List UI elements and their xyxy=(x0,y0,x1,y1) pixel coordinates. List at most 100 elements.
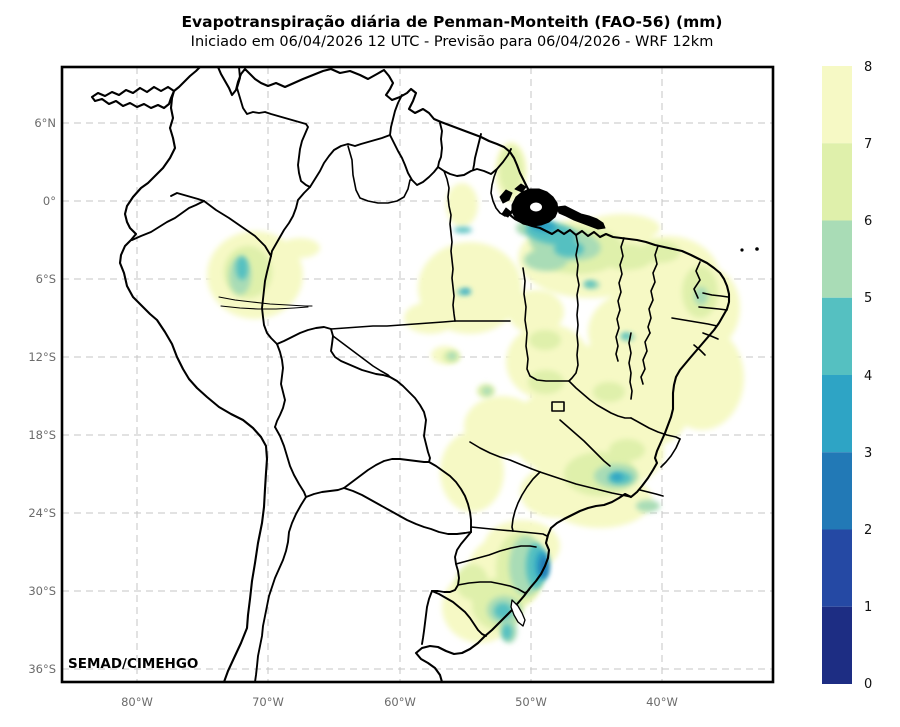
state-border-bahia-minas xyxy=(630,417,681,440)
lat-tick-6s: 6°S xyxy=(36,272,56,286)
field-blob xyxy=(404,302,456,334)
amazon-river-line-2 xyxy=(220,305,309,310)
lat-tick-0: 0° xyxy=(43,194,56,208)
border-suriname-guiana xyxy=(472,133,482,171)
offshore-island-dot xyxy=(755,247,759,251)
page-title: Evapotranspiração diária de Penman-Monte… xyxy=(181,13,722,31)
lat-tick-6n: 6°N xyxy=(34,116,56,130)
field-blob xyxy=(528,370,564,394)
state-border-minas-saopaulo xyxy=(539,471,632,498)
coastline-atlantic xyxy=(217,68,731,681)
lon-tick-80w: 80°W xyxy=(121,695,153,709)
field-blob xyxy=(584,281,596,287)
border-brazil-argentina xyxy=(431,531,472,593)
colorbar-tick-6: 6 xyxy=(864,214,872,229)
colorbar-segment xyxy=(822,606,852,684)
field-blob xyxy=(593,382,625,402)
state-border-amazonas-para xyxy=(443,170,456,322)
state-border-distrito-federal xyxy=(551,401,565,412)
border-colombia-venezuela xyxy=(236,68,311,188)
field-blob xyxy=(640,241,680,263)
state-border-sergipe xyxy=(693,344,706,356)
border-guyana-suriname xyxy=(437,122,443,168)
colorbar-tick-8: 8 xyxy=(864,60,872,75)
colorbar-tick-3: 3 xyxy=(864,446,872,461)
field-blob xyxy=(524,249,568,271)
state-border-ne-3 xyxy=(698,306,728,311)
border-venezuela-guyana xyxy=(389,94,403,136)
colorbar-segment xyxy=(822,375,852,453)
field-blob xyxy=(508,290,564,334)
field-blob xyxy=(529,330,561,350)
colorbar: 8 7 6 5 4 3 2 1 0 xyxy=(822,60,872,692)
field-blob xyxy=(446,183,478,227)
field-blob xyxy=(611,473,623,481)
state-border-piaui-bahia xyxy=(640,332,651,385)
delta-islet-nw xyxy=(499,189,513,204)
coastline-panama xyxy=(90,85,176,110)
colorbar-segment xyxy=(822,143,852,221)
border-colombia-peru xyxy=(203,200,272,257)
border-venezuela-brazil xyxy=(309,134,391,188)
lat-tick-18s: 18°S xyxy=(28,428,56,442)
watermark-label: SEMAD/CIMEHGO xyxy=(68,656,198,672)
field-blob xyxy=(236,256,248,280)
lon-axis: 80°W 70°W 60°W 50°W 40°W xyxy=(121,695,678,709)
colorbar-segment xyxy=(822,66,852,144)
colorbar-segment xyxy=(822,452,852,530)
field-blob xyxy=(280,238,320,258)
border-brazil-paraguay xyxy=(428,461,472,533)
state-border-tocantins-goias xyxy=(568,380,632,419)
state-border-maranhao-piaui xyxy=(615,237,625,362)
lon-tick-70w: 70°W xyxy=(252,695,284,709)
field-blob xyxy=(462,289,470,293)
page-subtitle: Iniciado em 06/04/2026 12 UTC - Previsão… xyxy=(191,34,714,50)
amazon-delta-islands xyxy=(499,183,606,230)
state-border-matogrossodosul-west xyxy=(511,471,541,532)
field-blob xyxy=(454,227,472,233)
colorbar-tick-0: 0 xyxy=(864,677,872,692)
state-border-amazonas-south xyxy=(330,320,456,330)
lat-axis: 6°N 0° 6°S 12°S 18°S 24°S 30°S 36°S xyxy=(28,116,56,676)
offshore-island-dot xyxy=(740,248,744,252)
lat-tick-30s: 30°S xyxy=(28,584,56,598)
delta-coast-east xyxy=(556,205,606,230)
field-blob xyxy=(554,241,584,257)
border-colombia-ecuador xyxy=(170,192,205,202)
delta-islet-s xyxy=(501,207,512,218)
colorbar-tick-2: 2 xyxy=(864,523,872,538)
state-border-saopaulo-parana xyxy=(512,530,548,537)
border-peru-bolivia xyxy=(274,343,286,428)
border-bolivia-argentina xyxy=(305,487,345,498)
border-colombia-brazil xyxy=(270,186,311,257)
boundaries-layer xyxy=(90,68,759,681)
state-border-tocantins-west xyxy=(522,267,570,382)
state-border-goias-minas xyxy=(559,419,611,467)
state-border-ne-2 xyxy=(702,292,729,298)
state-border-ne-5 xyxy=(702,332,719,340)
colorbar-tick-5: 5 xyxy=(864,291,872,306)
colorbar-tick-7: 7 xyxy=(864,137,872,152)
field-blob xyxy=(494,603,512,619)
colorbar-segment xyxy=(822,529,852,607)
border-argentina-paraguay xyxy=(343,487,472,535)
state-border-para-maranhao xyxy=(568,234,580,382)
lagoa-dos-patos xyxy=(510,599,526,627)
state-border-piaui-ceara xyxy=(647,245,659,334)
border-bolivia-paraguay xyxy=(343,458,430,489)
state-border-ms-parana xyxy=(470,526,514,532)
state-border-ne-1 xyxy=(693,261,701,299)
coastline-pacific xyxy=(118,68,269,681)
colorbar-segment xyxy=(822,220,852,298)
state-border-santacatarina-riograndedosul xyxy=(457,581,530,594)
colorbar-tick-4: 4 xyxy=(864,369,872,384)
border-chile-bolivia xyxy=(274,426,307,498)
state-border-tocantins-bahia xyxy=(628,332,633,400)
border-brazil-uruguay xyxy=(431,590,487,637)
state-border-rio-north xyxy=(639,489,664,497)
state-border-ne-4 xyxy=(671,317,718,327)
state-border-parana-santacatarina xyxy=(455,545,537,565)
lat-tick-36s: 36°S xyxy=(28,662,56,676)
